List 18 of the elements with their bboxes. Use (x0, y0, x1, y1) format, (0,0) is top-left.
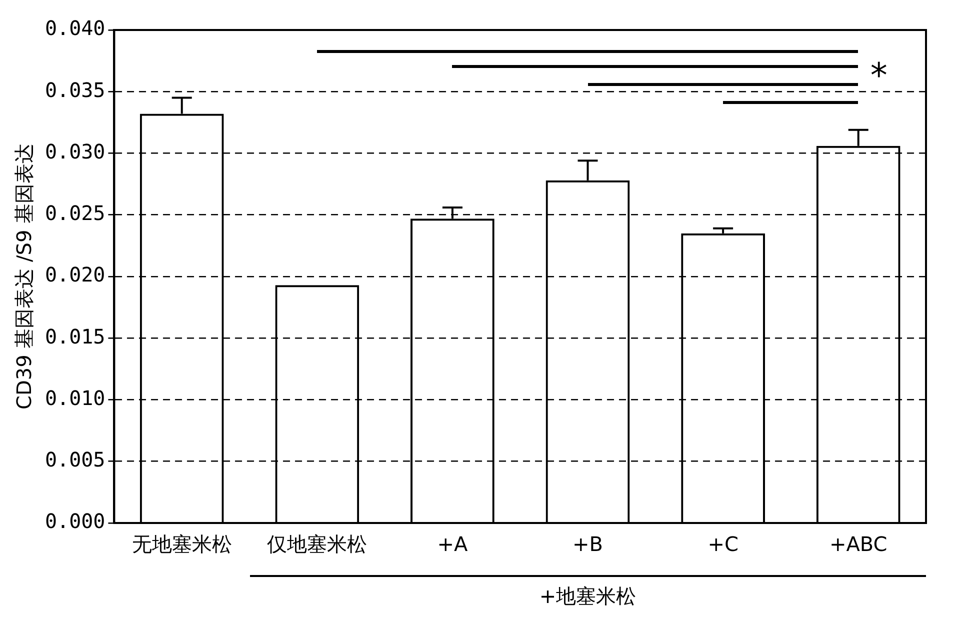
y-axis-title: CD39 基因表达 /S9 基因表达 (12, 143, 36, 410)
x-tick-label: 无地塞米松 (132, 532, 232, 556)
x-tick-label: +C (708, 532, 738, 556)
y-tick-label: 0.015 (44, 324, 106, 348)
x-tick-label: 仅地塞米松 (267, 532, 368, 556)
x-tick-label: +ABC (829, 532, 888, 556)
y-tick-label: 0.030 (44, 139, 106, 164)
y-tick-label: 0.040 (44, 16, 106, 40)
x-tick-label: +A (437, 532, 468, 556)
y-tick-label: 0.025 (44, 201, 106, 226)
x-tick-label: +B (572, 532, 603, 556)
text: +地塞米松 (538, 583, 638, 610)
y-tick-label: 0.005 (44, 448, 106, 472)
annotation: * (870, 56, 888, 96)
y-tick-label: 0.020 (44, 262, 106, 287)
y-tick-label: 0.000 (44, 509, 106, 534)
y-tick-label: 0.010 (44, 386, 106, 410)
y-tick-label: 0.035 (44, 78, 106, 102)
